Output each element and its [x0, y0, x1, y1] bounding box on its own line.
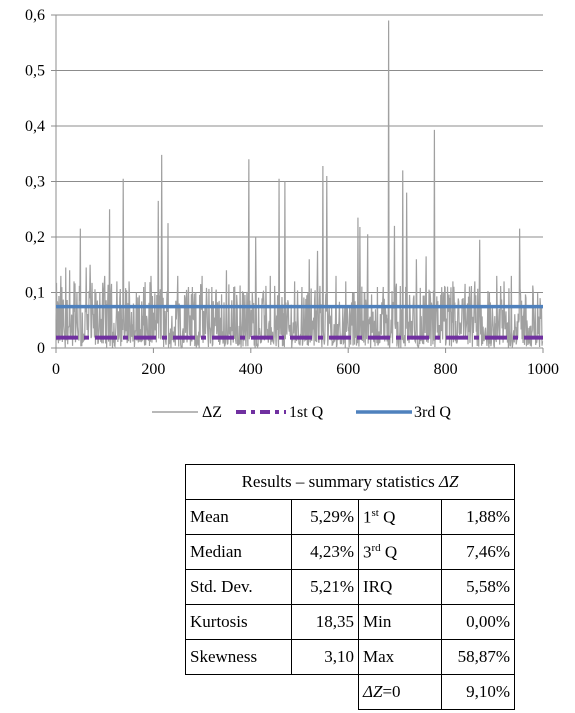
stat-value: 4,23% — [291, 534, 359, 570]
stat-value: 0,00% — [441, 604, 515, 640]
x-tick-label: 400 — [239, 361, 263, 378]
stat-value: 5,21% — [291, 569, 359, 605]
stat-value: 5,29% — [291, 499, 359, 535]
stat-label: ΔZ=0 — [358, 674, 442, 710]
x-tick-label: 200 — [141, 361, 165, 378]
stat-value: 5,58% — [441, 569, 515, 605]
stat-label: 1st Q — [358, 499, 442, 535]
tick-labels: 0 0,1 0,2 0,3 0,4 0,5 0,6 0 200 400 600 800 1000 — [25, 7, 559, 378]
stat-value: 1,88% — [441, 499, 515, 535]
stat-label: Max — [358, 639, 442, 675]
y-tick-label: 0,3 — [25, 174, 45, 191]
stat-label: Min — [358, 604, 442, 640]
x-tick-label: 800 — [434, 361, 458, 378]
delta-z-chart: 0 0,1 0,2 0,3 0,4 0,5 0,6 0 200 400 600 800 1000 ΔZ 1… — [25, 7, 559, 421]
table-row: Median 4,23% 3rd Q 7,46% — [185, 534, 515, 570]
y-tick-label: 0,5 — [25, 63, 45, 80]
legend-label-1st-q: 1st Q — [289, 404, 324, 421]
legend: ΔZ 1st Q 3rd Q — [152, 404, 451, 421]
x-tick-label: 0 — [52, 361, 60, 378]
y-tick-label: 0,6 — [25, 7, 45, 24]
y-tick-label: 0,1 — [25, 285, 45, 302]
x-tick-label: 1000 — [527, 361, 559, 378]
series — [55, 20, 544, 350]
table-row: Mean 5,29% 1st Q 1,88% — [185, 499, 515, 535]
stat-label: 3rd Q — [358, 534, 442, 570]
stat-label: Std. Dev. — [185, 569, 292, 605]
table-row: ΔZ=0 9,10% — [186, 674, 515, 710]
table-title-row: Results – summary statistics ΔZ — [185, 464, 515, 500]
summary-statistics-table: Results – summary statistics ΔZ Mean 5,2… — [185, 464, 515, 710]
stat-label: Kurtosis — [185, 604, 292, 640]
table-row: Std. Dev. 5,21% IRQ 5,58% — [185, 569, 515, 605]
y-tick-label: 0,4 — [25, 118, 45, 135]
y-tick-label: 0 — [37, 340, 45, 357]
y-tick-label: 0,2 — [25, 229, 45, 246]
stat-label: Skewness — [185, 639, 292, 675]
gridlines — [56, 14, 543, 349]
legend-label-delta-z: ΔZ — [202, 404, 222, 421]
stat-value: 7,46% — [441, 534, 515, 570]
stat-label: Mean — [185, 499, 292, 535]
table-title-prefix: Results – summary statistics — [241, 472, 439, 491]
table-title: Results – summary statistics ΔZ — [185, 464, 515, 500]
stat-label: IRQ — [358, 569, 442, 605]
stat-label: Median — [185, 534, 292, 570]
stat-value: 3,10 — [291, 639, 359, 675]
stat-value: 58,87% — [441, 639, 515, 675]
stat-value: 18,35 — [291, 604, 359, 640]
legend-label-3rd-q: 3rd Q — [414, 404, 451, 421]
table-title-symbol: ΔZ — [438, 472, 459, 491]
series-delta-z-line — [55, 20, 544, 350]
table-row: Skewness 3,10 Max 58,87% — [185, 639, 515, 675]
table-row: Kurtosis 18,35 Min 0,00% — [185, 604, 515, 640]
stat-value: 9,10% — [441, 674, 515, 710]
x-tick-label: 600 — [336, 361, 360, 378]
